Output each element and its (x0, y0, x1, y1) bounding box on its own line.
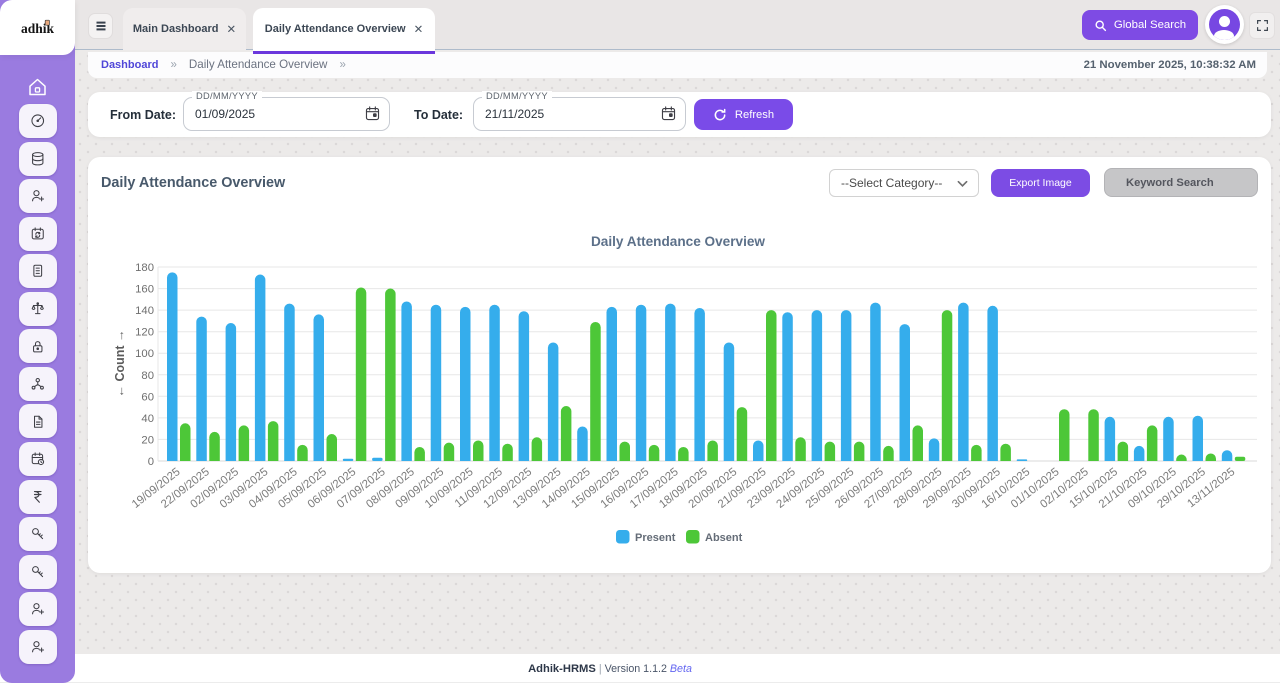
svg-text:180: 180 (135, 262, 154, 274)
svg-text:20: 20 (141, 434, 154, 446)
svg-text:80: 80 (141, 370, 154, 382)
svg-text:Absent: Absent (705, 532, 743, 544)
svg-text:0: 0 (148, 456, 154, 468)
svg-text:Present: Present (635, 532, 676, 544)
svg-text:← Count →: ← Count → (113, 329, 127, 397)
svg-text:100: 100 (135, 348, 154, 360)
svg-text:40: 40 (141, 413, 154, 425)
svg-text:60: 60 (141, 391, 154, 403)
svg-text:120: 120 (135, 327, 154, 339)
svg-text:Daily Attendance Overview: Daily Attendance Overview (591, 234, 765, 249)
svg-text:140: 140 (135, 305, 154, 317)
svg-text:160: 160 (135, 284, 154, 296)
